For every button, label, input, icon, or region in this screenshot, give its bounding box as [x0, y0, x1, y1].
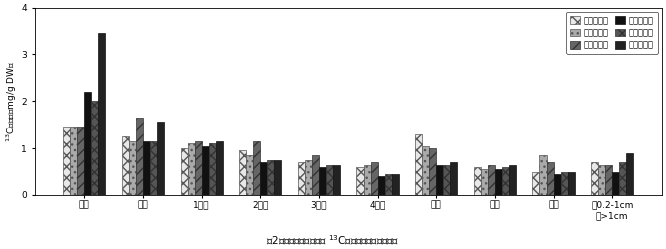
- Bar: [474, 167, 481, 195]
- Bar: [122, 136, 129, 195]
- Bar: [547, 162, 553, 195]
- Text: 図2　潮風害後の着果が $^{13}$Cの吸収量に及ぼす影響: 図2 潮風害後の着果が $^{13}$Cの吸収量に及ぼす影響: [266, 233, 400, 247]
- Bar: [429, 148, 436, 195]
- Bar: [143, 141, 150, 195]
- Bar: [180, 148, 188, 195]
- Bar: [136, 118, 143, 195]
- Bar: [378, 176, 385, 195]
- Bar: [216, 141, 222, 195]
- Bar: [502, 167, 509, 195]
- Bar: [356, 167, 364, 195]
- Bar: [99, 33, 105, 195]
- Bar: [274, 160, 282, 195]
- Bar: [260, 162, 267, 195]
- Bar: [129, 141, 136, 195]
- Bar: [444, 165, 450, 195]
- Bar: [450, 162, 458, 195]
- Bar: [415, 134, 422, 195]
- Bar: [392, 174, 399, 195]
- Bar: [194, 141, 202, 195]
- Bar: [85, 92, 91, 195]
- Bar: [553, 174, 561, 195]
- Bar: [598, 165, 605, 195]
- Bar: [157, 123, 164, 195]
- Legend: 着果（軽）, 着果（中）, 着果（重）, 摘果（軽）, 摘果（中）, 摘果（重）: 着果（軽）, 着果（中）, 着果（重）, 摘果（軽）, 摘果（中）, 摘果（重）: [566, 12, 657, 54]
- Bar: [267, 160, 274, 195]
- Bar: [319, 167, 326, 195]
- Bar: [385, 174, 392, 195]
- Bar: [202, 146, 208, 195]
- Bar: [364, 165, 370, 195]
- Bar: [312, 155, 319, 195]
- Bar: [422, 146, 429, 195]
- Y-axis label: $^{13}$C吸収量（mg/g DW）: $^{13}$C吸収量（mg/g DW）: [4, 61, 19, 142]
- Bar: [481, 169, 488, 195]
- Bar: [150, 141, 157, 195]
- Bar: [305, 160, 312, 195]
- Bar: [71, 127, 77, 195]
- Bar: [605, 165, 612, 195]
- Bar: [436, 165, 444, 195]
- Bar: [188, 143, 194, 195]
- Bar: [612, 172, 619, 195]
- Bar: [77, 127, 85, 195]
- Bar: [91, 101, 99, 195]
- Bar: [253, 141, 260, 195]
- Bar: [567, 172, 575, 195]
- Bar: [488, 165, 495, 195]
- Bar: [246, 155, 253, 195]
- Bar: [561, 172, 567, 195]
- Bar: [208, 143, 216, 195]
- Bar: [619, 162, 626, 195]
- Bar: [333, 165, 340, 195]
- Bar: [532, 172, 539, 195]
- Bar: [298, 162, 305, 195]
- Bar: [63, 127, 71, 195]
- Bar: [326, 165, 333, 195]
- Bar: [539, 155, 547, 195]
- Bar: [239, 150, 246, 195]
- Bar: [509, 165, 516, 195]
- Bar: [591, 162, 598, 195]
- Bar: [626, 153, 633, 195]
- Bar: [495, 169, 502, 195]
- Bar: [370, 162, 378, 195]
